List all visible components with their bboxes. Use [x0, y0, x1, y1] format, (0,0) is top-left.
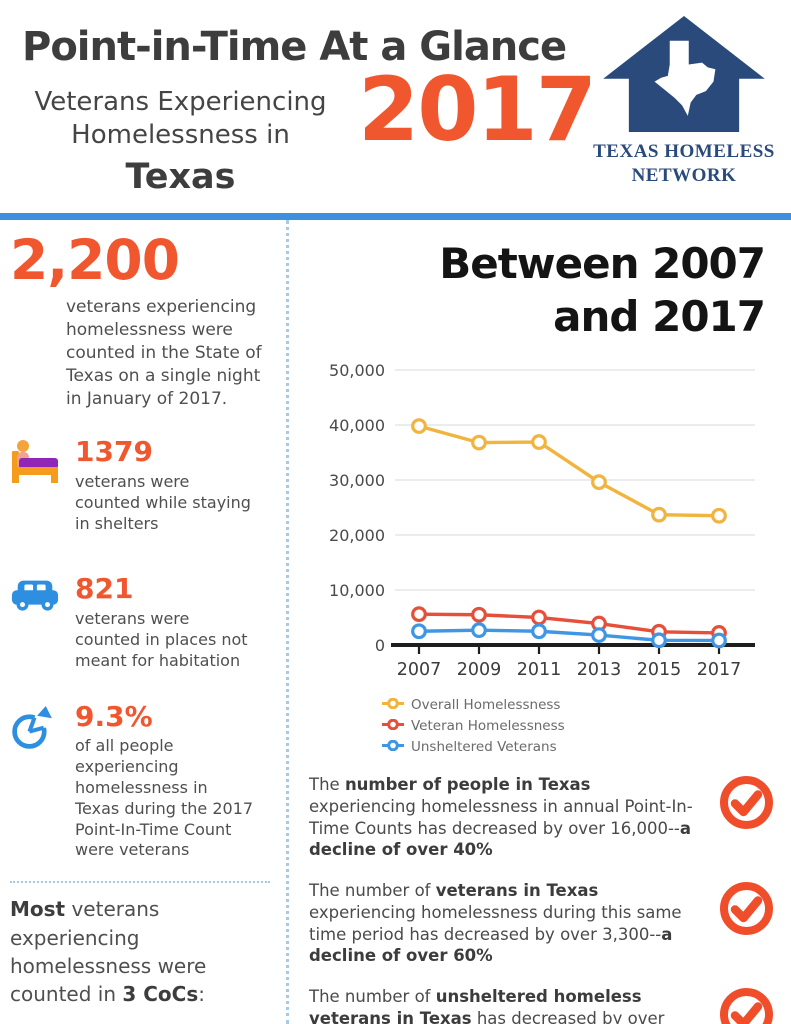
statement-text: The number of unsheltered homeless veter… [309, 987, 665, 1024]
stat-body: 1379 veterans were counted while staying… [75, 435, 255, 534]
stat-description: of all people experiencing homelessness … [75, 736, 254, 860]
legend-marker-icon [381, 697, 405, 713]
statement-unsheltered: The number of unsheltered homeless veter… [309, 986, 775, 1024]
check-circle-icon [718, 986, 775, 1024]
headline-stat-description: veterans experiencing homelessness were … [66, 296, 262, 410]
svg-text:30,000: 30,000 [329, 471, 385, 490]
stat-unsheltered: 821 veterans were counted in places not … [10, 574, 270, 671]
headline-stat-value: 2,200 [10, 228, 180, 292]
legend-marker-icon [381, 739, 405, 755]
chart-title: Between 2007 and 2017 [309, 238, 775, 343]
svg-text:10,000: 10,000 [329, 581, 385, 600]
svg-text:2011: 2011 [517, 660, 562, 680]
svg-text:2015: 2015 [637, 660, 682, 680]
org-name-line2: NETWORK [631, 164, 737, 186]
header: Point-in-Time At a Glance Veterans Exper… [0, 0, 791, 213]
statement-text: The number of people in Texas experienci… [309, 775, 693, 860]
subtitle-line2: Homelessness in [71, 119, 290, 150]
page-title: Point-in-Time At a Glance [22, 24, 567, 70]
stat-sheltered: 1379 veterans were counted while staying… [10, 435, 270, 534]
svg-text:2017: 2017 [697, 660, 742, 680]
bed-icon [10, 437, 62, 489]
svg-text:20,000: 20,000 [329, 526, 385, 545]
legend-label: Overall Homelessness [411, 697, 561, 713]
stat-percent-veterans: 9.3% of all people experiencing homeless… [10, 699, 270, 862]
trend-line-chart: 0 10,000 20,000 30,000 40,000 50,000 2007 2009 2… [329, 361, 755, 680]
stat-value: 1379 [75, 435, 153, 469]
stat-body: 9.3% of all people experiencing homeless… [75, 699, 255, 862]
pie-chart-icon [10, 702, 62, 755]
legend-marker-icon [381, 718, 405, 734]
car-icon [10, 574, 62, 620]
legend-label: Veteran Homelessness [411, 718, 565, 734]
stat-body: 821 veterans were counted in places not … [75, 574, 255, 671]
chart-title-line2: and 2017 [553, 291, 766, 341]
stat-value: 9.3% [75, 699, 153, 733]
check-circle-icon [718, 880, 775, 941]
subtitle-state: Texas [125, 157, 236, 197]
legend-item: Unsheltered Veterans [381, 739, 557, 755]
chart-title-line1: Between 2007 [439, 239, 766, 288]
legend-item: Veteran Homelessness [381, 718, 565, 734]
stat-description: veterans were counted while staying in s… [75, 472, 251, 533]
legend-label: Unsheltered Veterans [411, 739, 557, 755]
right-column: Between 2007 and 2017 0 10,000 20,000 30,00… [289, 220, 791, 1024]
statements: The number of people in Texas experienci… [309, 774, 775, 1024]
svg-text:50,000: 50,000 [329, 361, 385, 380]
subtitle: Veterans Experiencing Homelessness in Te… [28, 86, 333, 197]
org-name: TEXAS HOMELESS NETWORK [583, 140, 785, 188]
org-logo: TEXAS HOMELESS NETWORK [583, 16, 785, 188]
check-circle-icon [718, 774, 775, 835]
chart-legend: Overall Homelessness Veteran Homelessness… [381, 697, 733, 755]
subtitle-line1: Veterans Experiencing [34, 87, 327, 117]
legend-item: Overall Homelessness [381, 697, 560, 713]
section-divider [10, 881, 270, 884]
svg-text:0: 0 [375, 636, 385, 655]
report-year: 2017 [358, 58, 597, 161]
stat-value: 821 [75, 572, 134, 606]
svg-text:2013: 2013 [577, 660, 622, 680]
stat-description: veterans were counted in places not mean… [75, 609, 248, 670]
statement-text: The number of veterans in Texas experien… [309, 881, 682, 966]
coc-intro: Most veterans experiencing homelessness … [10, 897, 207, 1007]
org-name-line1: TEXAS HOMELESS [593, 141, 775, 162]
left-column: 2,200 veterans experiencing homelessness… [0, 220, 289, 1024]
header-divider-bar [0, 213, 791, 220]
svg-text:2007: 2007 [397, 660, 442, 680]
house-texas-icon [583, 16, 785, 132]
svg-text:40,000: 40,000 [329, 416, 385, 435]
main-content: 2,200 veterans experiencing homelessness… [0, 220, 791, 1024]
statement-veterans: The number of veterans in Texas experien… [309, 880, 775, 967]
svg-text:2009: 2009 [457, 660, 502, 680]
statement-overall: The number of people in Texas experienci… [309, 774, 775, 861]
